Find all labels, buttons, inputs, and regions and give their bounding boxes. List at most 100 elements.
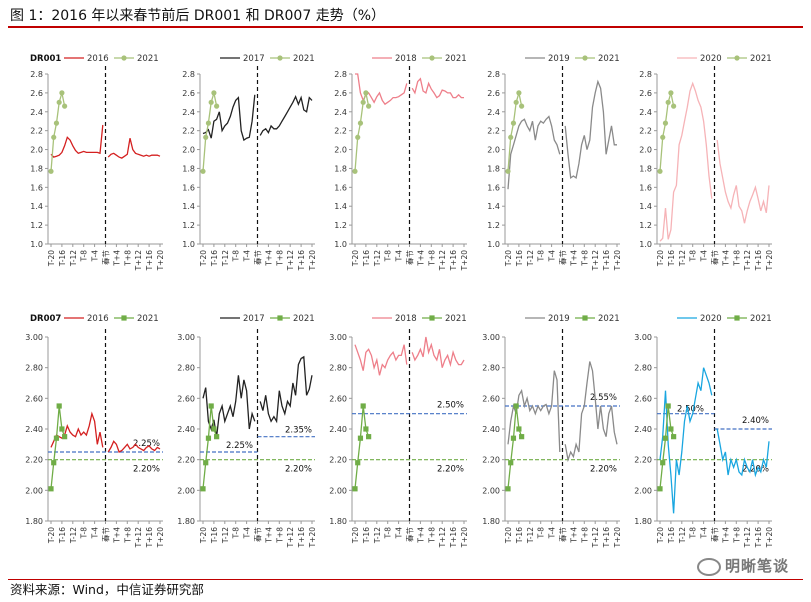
point-2021: [214, 103, 220, 109]
x-tick-label: T+12: [438, 250, 447, 272]
x-tick-label: T-12: [526, 250, 535, 267]
point-2021: [363, 90, 369, 96]
y-tick-label: 3.00: [634, 333, 652, 342]
x-tick-label: T+16: [449, 250, 458, 272]
x-tick-label: T+4: [112, 527, 121, 544]
point-2021: [505, 486, 511, 492]
y-tick-label: 2.20: [177, 456, 195, 465]
y-tick-label: 2.40: [177, 425, 195, 434]
y-tick-label: 2.20: [634, 456, 652, 465]
source-note: 资料来源：Wind，中信证券研究部: [10, 582, 204, 597]
legend-label-2021: 2021: [137, 314, 159, 324]
y-tick-label: 2.6: [487, 89, 500, 98]
y-tick-label: 1.0: [639, 240, 652, 249]
legend-label-2017: 2017: [243, 54, 265, 64]
y-tick-label: 2.6: [182, 89, 195, 98]
legend-marker-2021: [429, 315, 435, 321]
x-tick-label: T+16: [602, 250, 611, 272]
x-tick-label: T-12: [69, 527, 78, 544]
x-tick-label: T-8: [384, 250, 393, 263]
legend-marker-2021: [429, 55, 435, 61]
watermark-text: 明晰笔谈: [724, 557, 789, 575]
x-tick-label: 春节: [101, 250, 111, 265]
point-2021: [508, 460, 514, 466]
y-tick-label: 2.60: [25, 394, 43, 403]
y-tick-label: 2.60: [634, 394, 652, 403]
point-2021: [513, 99, 519, 105]
y-tick-label: 2.4: [182, 108, 195, 117]
point-2021: [355, 460, 361, 466]
x-tick-label: T-4: [548, 250, 557, 263]
x-tick-label: T+4: [569, 527, 578, 544]
point-2021: [510, 435, 517, 441]
point-2021: [665, 99, 671, 105]
x-tick-label: T+20: [460, 527, 469, 549]
x-tick-label: T-8: [537, 250, 546, 263]
x-tick-label: T-16: [58, 250, 67, 267]
y-tick-label: 2.00: [634, 486, 652, 495]
x-tick-label: T+12: [591, 250, 600, 272]
x-tick-label: T+4: [112, 250, 121, 267]
y-tick-label: 2.80: [634, 364, 652, 373]
point-2021: [56, 99, 62, 105]
point-2021: [671, 434, 677, 440]
point-2021: [508, 134, 514, 140]
bottom-rule: [8, 579, 803, 580]
y-tick-label: 3.00: [25, 333, 43, 342]
y-tick-label: 2.80: [482, 364, 500, 373]
x-tick-label: T-8: [384, 527, 393, 540]
y-tick-label: 1.6: [639, 183, 652, 192]
x-tick-label: T-20: [351, 527, 360, 544]
point-2021: [516, 426, 522, 432]
x-tick-label: T+4: [721, 250, 730, 267]
y-tick-label: 2.40: [634, 425, 652, 434]
x-tick-label: T-8: [232, 250, 241, 263]
y-tick-label: 1.2: [487, 221, 500, 230]
x-tick-label: T-12: [221, 250, 230, 267]
legend-label-2017: 2017: [243, 314, 265, 324]
x-tick-label: T-12: [373, 527, 382, 544]
legend-label-2016: 2016: [87, 314, 109, 324]
y-tick-label: 3.00: [482, 333, 500, 342]
y-tick-label: 2.0: [639, 146, 652, 155]
y-tick-label: 1.8: [30, 164, 43, 173]
series-line-2021: [50, 405, 66, 489]
y-tick-label: 2.0: [334, 146, 347, 155]
point-2021: [668, 426, 674, 432]
y-tick-label: 1.2: [30, 221, 43, 230]
x-tick-label: T+16: [297, 527, 306, 549]
point-2021: [211, 90, 217, 96]
y-tick-label: 2.8: [639, 70, 652, 79]
y-tick-label: 1.8: [639, 164, 652, 173]
panel-dr007-2018: 1.80 2.00 2.20 2.40 2.60 2.80 3.00 T-20 T-16 T-12…: [329, 314, 469, 548]
x-tick-label: T-4: [243, 250, 252, 263]
x-tick-label: T-12: [678, 527, 687, 544]
x-tick-label: T+12: [134, 250, 143, 272]
x-tick-label: T-16: [210, 527, 219, 544]
x-tick-label: T+16: [297, 250, 306, 272]
y-tick-label: 1.80: [25, 517, 43, 526]
legend-label-2021: 2021: [598, 54, 620, 64]
y-tick-label: 1.8: [487, 164, 500, 173]
point-2021: [513, 403, 519, 409]
panel-dr007-2017: 1.80 2.00 2.20 2.40 2.60 2.80 3.00 T-20 T-16 T-12…: [177, 314, 317, 548]
panel-dr007-2016: 1.80 2.00 2.20 2.40 2.60 2.80 3.00 T-20 T-16 T-12…: [25, 314, 165, 548]
threshold-label-green: 2.20%: [742, 465, 769, 475]
legend-marker-2021: [734, 315, 740, 321]
point-2021: [662, 120, 669, 126]
x-tick-label: T+12: [286, 527, 295, 549]
legend-marker-2021: [277, 55, 283, 61]
x-tick-label: T-16: [362, 527, 371, 544]
y-tick-label: 1.8: [182, 164, 195, 173]
x-tick-label: T+12: [134, 527, 143, 549]
x-tick-label: T+20: [308, 250, 317, 272]
point-2021: [53, 435, 60, 441]
y-tick-label: 1.6: [30, 183, 43, 192]
y-tick-label: 2.4: [30, 108, 43, 117]
y-tick-label: 2.2: [487, 127, 500, 136]
y-tick-label: 2.20: [25, 456, 43, 465]
point-2021: [366, 434, 372, 440]
y-tick-label: 1.2: [334, 221, 347, 230]
panel-dr001-2020: 1.01.21.41.61.82.02.22.42.62.8T-20 T-16 T-…: [639, 54, 774, 271]
